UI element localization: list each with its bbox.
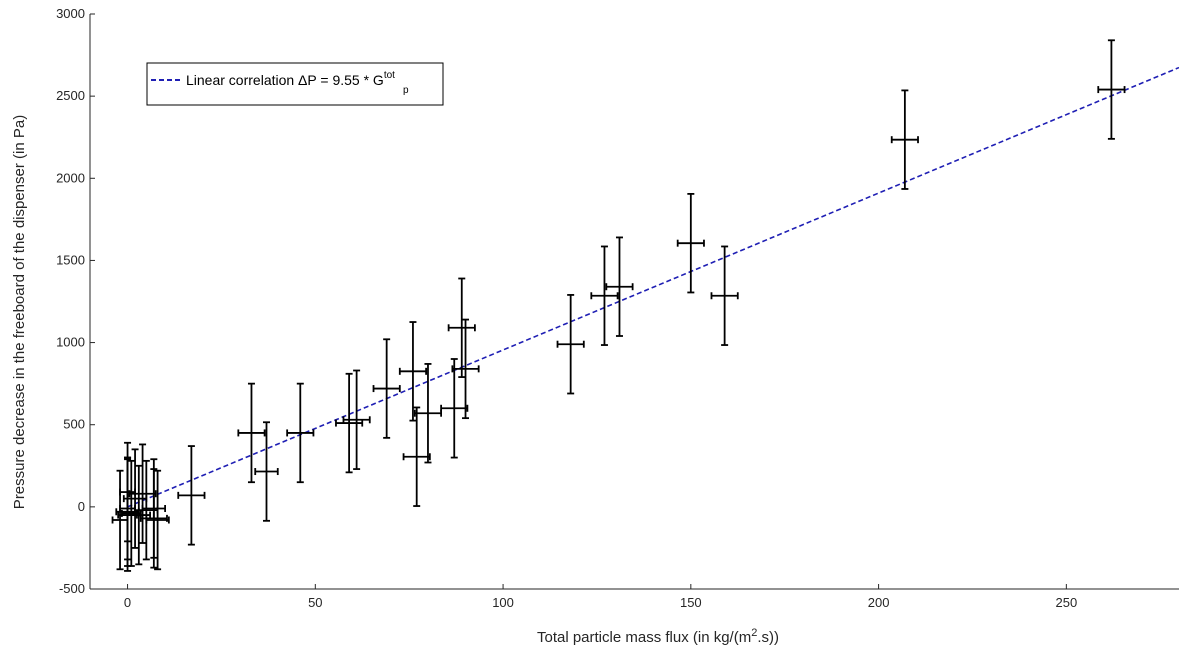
legend-entry-main: Linear correlation ΔP = 9.55 * G	[186, 72, 384, 88]
x-tick-label: 150	[680, 595, 702, 610]
x-axis-label: Total particle mass flux (in kg/(m2.s))	[537, 627, 779, 646]
axes	[89, 14, 1179, 590]
errorbar-point	[605, 236, 634, 337]
errorbar-point	[413, 363, 443, 464]
errorbar-point	[286, 382, 315, 484]
errorbar-point	[710, 245, 739, 346]
legend: Linear correlation ΔP = 9.55 * Gtotp	[146, 62, 444, 106]
errorbar-point	[128, 443, 157, 544]
legend-entry-sup: tot	[384, 70, 395, 81]
x-axis-label-end: .s))	[757, 629, 779, 646]
errorbar-point	[556, 294, 585, 395]
errorbar-point	[451, 318, 480, 420]
y-tick-label: 3000	[56, 6, 85, 21]
legend-entry-sub: p	[403, 85, 409, 96]
errorbar-point	[111, 469, 129, 571]
y-tick-label: 2500	[56, 88, 85, 103]
errorbar-point	[254, 421, 279, 522]
errorbar-point	[676, 192, 705, 294]
y-tick-label: 0	[78, 499, 85, 514]
errorbar-point	[372, 338, 401, 439]
y-tick-label: 2000	[56, 170, 85, 185]
errorbar-point	[121, 459, 142, 567]
legend-box	[146, 62, 444, 106]
y-tick-label: 1500	[56, 252, 85, 267]
errorbar-point	[145, 469, 170, 571]
errorbars-group	[111, 39, 1126, 572]
ticks: -500 0 500 1000 1500 2000 2500 3000 0 50 100 150 200…	[56, 6, 1077, 610]
errorbar-point	[237, 382, 266, 484]
errorbar-point	[335, 372, 364, 474]
x-axis-label-sup: 2	[751, 627, 757, 639]
x-tick-label: 200	[868, 595, 890, 610]
x-tick-label: 250	[1055, 595, 1077, 610]
y-tick-label: -500	[59, 581, 85, 596]
errorbar-point	[1097, 39, 1126, 140]
errorbar-point	[590, 245, 619, 346]
fit-line-group	[127, 66, 1179, 508]
y-tick-label: 500	[63, 417, 85, 432]
errorbar-point	[342, 369, 371, 470]
y-axis-label: Pressure decrease in the freeboard of th…	[11, 115, 28, 509]
legend-entry: Linear correlation ΔP = 9.55 * Gtotp	[186, 70, 409, 96]
errorbar-point	[447, 277, 476, 378]
errorbar-point	[398, 321, 427, 422]
errorbar-point	[119, 441, 136, 543]
errorbar-point	[177, 445, 206, 546]
x-tick-label: 100	[492, 595, 514, 610]
linear-correlation-line	[127, 66, 1179, 508]
y-tick-label: 1000	[56, 335, 85, 350]
x-axis-label-main: Total particle mass flux (in kg/(m	[537, 629, 751, 646]
errorbar-point	[890, 89, 919, 190]
errorbar-point	[440, 358, 469, 459]
errorbar-point	[141, 458, 167, 559]
x-tick-label: 0	[124, 595, 131, 610]
x-tick-label: 50	[308, 595, 322, 610]
errorbar-point	[402, 406, 431, 507]
